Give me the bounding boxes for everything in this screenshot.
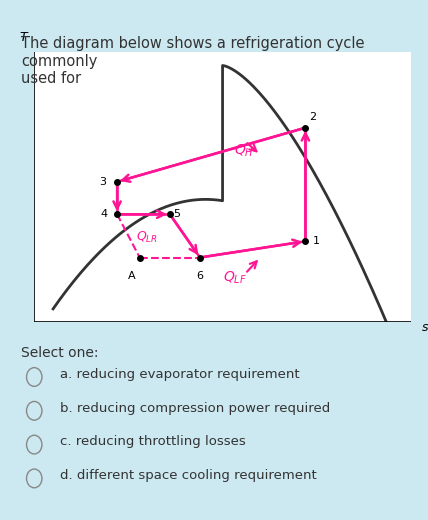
Text: $Q_H$: $Q_H$	[234, 143, 254, 159]
Text: $Q_{LR}$: $Q_{LR}$	[136, 230, 158, 245]
Text: 3: 3	[99, 177, 106, 187]
Text: b. reducing compression power required: b. reducing compression power required	[60, 401, 330, 415]
Text: 2: 2	[309, 112, 316, 122]
Text: 4: 4	[101, 209, 108, 219]
Text: A: A	[128, 271, 136, 281]
Text: d. different space cooling requirement: d. different space cooling requirement	[60, 469, 317, 483]
Text: T: T	[19, 31, 27, 44]
Text: $Q_{LF}$: $Q_{LF}$	[223, 270, 247, 286]
Text: a. reducing evaporator requirement: a. reducing evaporator requirement	[60, 368, 300, 381]
Text: 5: 5	[174, 209, 181, 219]
Text: 6: 6	[196, 271, 203, 281]
Text: 1: 1	[313, 236, 320, 246]
Text: The diagram below shows a refrigeration cycle commonly
used for: The diagram below shows a refrigeration …	[21, 36, 365, 86]
Text: c. reducing throttling losses: c. reducing throttling losses	[60, 435, 246, 448]
Text: Select one:: Select one:	[21, 346, 99, 360]
Text: s: s	[422, 320, 428, 333]
